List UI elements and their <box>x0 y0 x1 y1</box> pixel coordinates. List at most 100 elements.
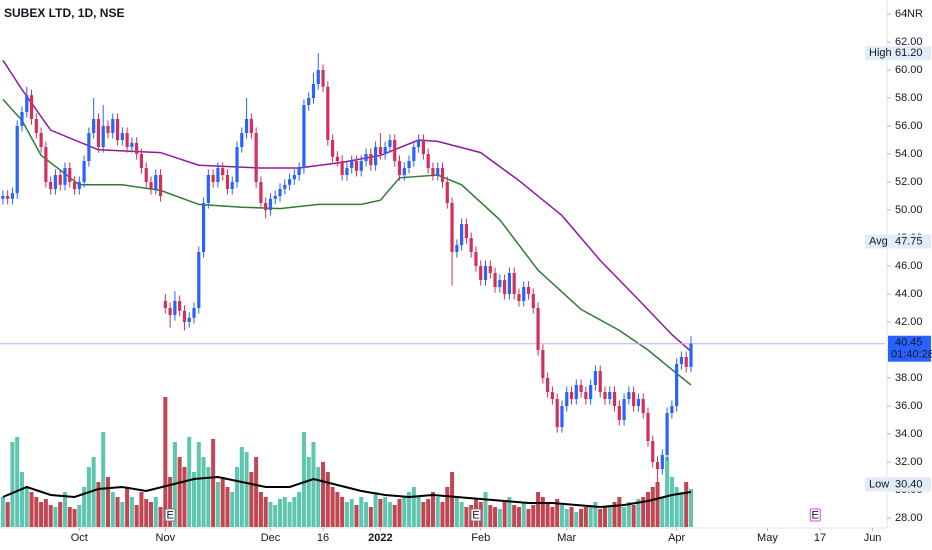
volume-bar <box>311 442 316 527</box>
volume-bar <box>263 497 268 527</box>
candle-body <box>225 175 230 190</box>
volume-bar <box>225 487 230 527</box>
candle-body <box>364 154 368 162</box>
volume-bar <box>168 477 173 527</box>
volume-bar <box>148 502 154 527</box>
volume-bar <box>287 502 292 527</box>
candle-body <box>63 168 67 185</box>
candle-body <box>646 413 650 442</box>
candle-body <box>359 161 363 171</box>
candle-body <box>569 392 574 400</box>
x-tick-label: Nov <box>156 532 176 544</box>
volume-ma-line <box>2 475 692 509</box>
candle-body <box>96 119 101 148</box>
candle-body <box>679 357 684 365</box>
volume-bar <box>364 502 369 527</box>
candle-body <box>378 147 382 155</box>
candle-body <box>407 161 411 169</box>
volume-bar <box>29 492 34 527</box>
candle-body <box>264 203 268 211</box>
volume-bar <box>192 472 197 527</box>
candle-body <box>201 203 206 253</box>
candle-body <box>636 399 641 407</box>
volume-bar <box>507 497 512 527</box>
candle-body <box>546 378 550 393</box>
candle-body <box>49 182 53 190</box>
volume-bar <box>612 502 617 527</box>
volume-bar <box>144 499 149 527</box>
price-label-value: 30.40 <box>895 478 923 490</box>
candle-body <box>168 308 172 316</box>
candle-body <box>283 184 287 190</box>
candle-body <box>555 399 559 428</box>
volume-bar <box>206 467 211 527</box>
candle-body <box>87 133 91 162</box>
volume-bar <box>10 442 15 527</box>
volume-bar <box>684 482 689 527</box>
volume-bar <box>292 497 297 527</box>
y-tick-label: 54.00 <box>895 148 923 160</box>
candle-body <box>455 245 459 253</box>
volume-bar <box>0 497 5 527</box>
volume-bar <box>588 505 593 527</box>
candle-body <box>536 308 540 351</box>
candle-body <box>660 455 664 470</box>
x-tick-label: 2022 <box>368 532 392 544</box>
volume-bar <box>526 509 531 527</box>
volume-bar <box>607 505 612 527</box>
volume-bar <box>158 507 163 527</box>
candle-body <box>34 119 38 134</box>
volume-bar <box>445 487 450 527</box>
candle-body <box>589 385 593 400</box>
candle-body <box>158 175 163 197</box>
candle-body <box>29 95 34 120</box>
volume-bar <box>598 509 603 527</box>
candle-body <box>393 140 397 162</box>
volume-bar <box>531 505 536 527</box>
candle-body <box>249 119 253 134</box>
volume-bar <box>34 497 39 527</box>
candle-body <box>221 168 225 176</box>
candle-body <box>53 175 58 190</box>
y-tick-label: 50.00 <box>895 204 923 216</box>
candle-body <box>526 287 531 295</box>
candle-body <box>154 175 158 190</box>
volume-bar <box>139 492 144 527</box>
candle-body <box>598 371 602 393</box>
volume-layer <box>0 397 693 527</box>
candle-body <box>560 406 564 428</box>
candle-body <box>240 133 244 148</box>
volume-bar <box>373 492 378 527</box>
countdown: 01:40:28 <box>891 349 932 361</box>
volume-bar <box>669 477 674 527</box>
candle-body <box>149 182 153 190</box>
x-tick-label: Apr <box>668 532 685 544</box>
candle-body <box>565 392 569 407</box>
candle-body <box>77 182 81 190</box>
volume-bar <box>39 502 44 527</box>
candle-body <box>115 119 120 141</box>
volume-bar <box>631 505 636 527</box>
x-tick-label: Mar <box>557 532 576 544</box>
volume-bar <box>665 457 670 527</box>
candle-body <box>44 147 48 183</box>
candle-body <box>541 350 545 379</box>
y-tick-label: 56.00 <box>895 120 923 132</box>
earnings-marker <box>470 508 482 522</box>
volume-bar <box>407 492 412 527</box>
candle-body <box>617 406 621 421</box>
candle-body <box>689 343 693 367</box>
candle-body <box>397 161 402 176</box>
volume-bar <box>129 497 134 527</box>
volume-bar <box>48 505 53 527</box>
price-label-name: Low <box>869 478 889 490</box>
volume-bar <box>201 457 206 527</box>
volume-bar <box>421 502 426 527</box>
volume-bar <box>593 502 598 527</box>
candle-body <box>6 196 10 199</box>
candle-body <box>10 193 15 199</box>
candle-body <box>187 317 191 323</box>
x-tick-label: Dec <box>261 532 281 544</box>
candle-body <box>665 413 669 456</box>
